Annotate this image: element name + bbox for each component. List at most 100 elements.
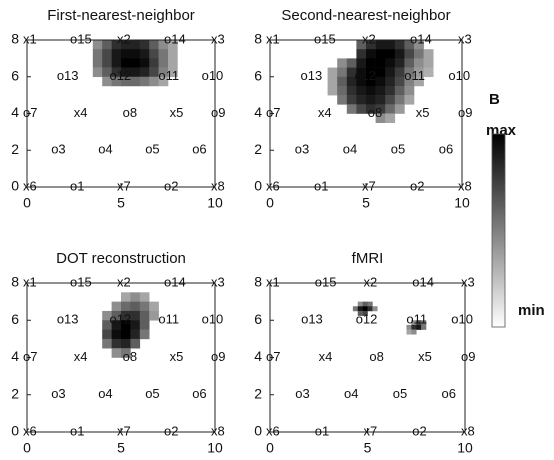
- optode-label: o4: [343, 142, 357, 157]
- optode-label: x1: [266, 274, 280, 289]
- x-tick-label: 5: [362, 195, 370, 211]
- optode-label: o10: [448, 68, 470, 83]
- optode-label: o8: [123, 349, 137, 364]
- heat-cell: [102, 330, 112, 340]
- heat-cell: [411, 330, 416, 335]
- heat-cell: [121, 58, 131, 67]
- heat-cell: [149, 58, 159, 67]
- optode-label: o6: [439, 142, 453, 157]
- optode-label: x2: [362, 31, 376, 46]
- optode-label: x5: [170, 349, 184, 364]
- figure: B max min First-nearest-neighbor02468051…: [0, 0, 554, 460]
- optode-label: o3: [295, 142, 309, 157]
- heat-cell: [337, 95, 347, 104]
- heat-cell: [140, 320, 150, 330]
- optode-label: x4: [74, 349, 88, 364]
- optode-label: o10: [202, 68, 224, 83]
- heat-cell: [149, 302, 159, 312]
- optode-label: x2: [364, 274, 378, 289]
- optode-label: x8: [211, 423, 225, 438]
- optode-label: o15: [70, 274, 92, 289]
- heat-cell: [168, 49, 178, 58]
- heat-cell: [376, 40, 386, 49]
- optode-label: o13: [57, 68, 79, 83]
- heat-cell: [404, 86, 414, 95]
- optode-label: o2: [164, 423, 178, 438]
- heat-cell: [385, 95, 395, 104]
- heat-cell: [168, 58, 178, 67]
- y-tick-label: 6: [254, 67, 262, 83]
- optode-label: x3: [211, 31, 225, 46]
- heat-cell: [353, 306, 358, 311]
- colorbar: [492, 134, 505, 327]
- heat-cell: [93, 68, 103, 77]
- heat-cell: [395, 58, 405, 67]
- heat-cell: [385, 40, 395, 49]
- heat-cell: [385, 58, 395, 67]
- x-tick-label: 10: [454, 195, 470, 211]
- optode-label: o15: [70, 31, 92, 46]
- heat-cell: [414, 58, 424, 67]
- y-tick-label: 2: [254, 385, 262, 401]
- optode-label: o5: [145, 142, 159, 157]
- optode-label: x6: [266, 178, 280, 193]
- heat-cell: [395, 40, 405, 49]
- optode-label: o11: [158, 68, 179, 83]
- heat-cell: [356, 104, 366, 113]
- heat-cell: [130, 311, 140, 321]
- optode-label: x4: [74, 105, 88, 120]
- y-tick-label: 8: [11, 31, 19, 47]
- y-tick-label: 2: [254, 141, 262, 157]
- heat-cell: [102, 58, 112, 67]
- heat-cell: [395, 68, 405, 77]
- heat-cell: [328, 86, 338, 95]
- optode-label: o5: [393, 386, 407, 401]
- heat-cell: [358, 306, 363, 311]
- heat-cell: [102, 339, 112, 349]
- y-tick-label: 8: [254, 274, 262, 290]
- optode-label: o6: [192, 386, 206, 401]
- optode-label: o5: [391, 142, 405, 157]
- heat-cell: [404, 95, 414, 104]
- optode-label: o7: [23, 105, 37, 120]
- y-tick-label: 2: [11, 141, 19, 157]
- heat-cell: [347, 104, 357, 113]
- optode-label: o4: [98, 386, 112, 401]
- y-tick-label: 4: [11, 348, 19, 364]
- heat-cell: [368, 306, 373, 311]
- optode-label: x2: [117, 274, 131, 289]
- heat-cell: [93, 58, 103, 67]
- optode-label: o3: [51, 142, 65, 157]
- optode-label: x7: [117, 423, 131, 438]
- heat-cell: [140, 40, 150, 49]
- optode-label: x2: [117, 31, 131, 46]
- heat-cell: [376, 68, 386, 77]
- heat-cell: [140, 330, 150, 340]
- optode-label: o6: [442, 386, 456, 401]
- heat-cell: [404, 58, 414, 67]
- heat-cell: [130, 68, 140, 77]
- heat-cell: [407, 330, 412, 335]
- heat-cell: [159, 58, 169, 67]
- figure-label: B: [489, 91, 500, 108]
- heat-cell: [356, 95, 366, 104]
- optode-label: o2: [164, 178, 178, 193]
- optode-label: o9: [211, 105, 225, 120]
- heat-cell: [385, 68, 395, 77]
- optode-label: x8: [458, 178, 472, 193]
- heat-cell: [337, 68, 347, 77]
- y-tick-label: 0: [11, 178, 19, 194]
- heat-cell: [385, 77, 395, 86]
- optode-label: o1: [70, 423, 84, 438]
- heat-cell: [424, 68, 434, 77]
- optode-label: x6: [23, 178, 37, 193]
- heat-cell: [121, 302, 131, 312]
- y-tick-label: 4: [254, 104, 262, 120]
- optode-label: o13: [57, 312, 79, 327]
- optode-label: o14: [164, 31, 186, 46]
- optode-label: x1: [266, 31, 280, 46]
- optode-label: o10: [202, 312, 224, 327]
- heat-cell: [366, 86, 376, 95]
- heat-cell: [121, 339, 131, 349]
- optode-label: x8: [461, 423, 475, 438]
